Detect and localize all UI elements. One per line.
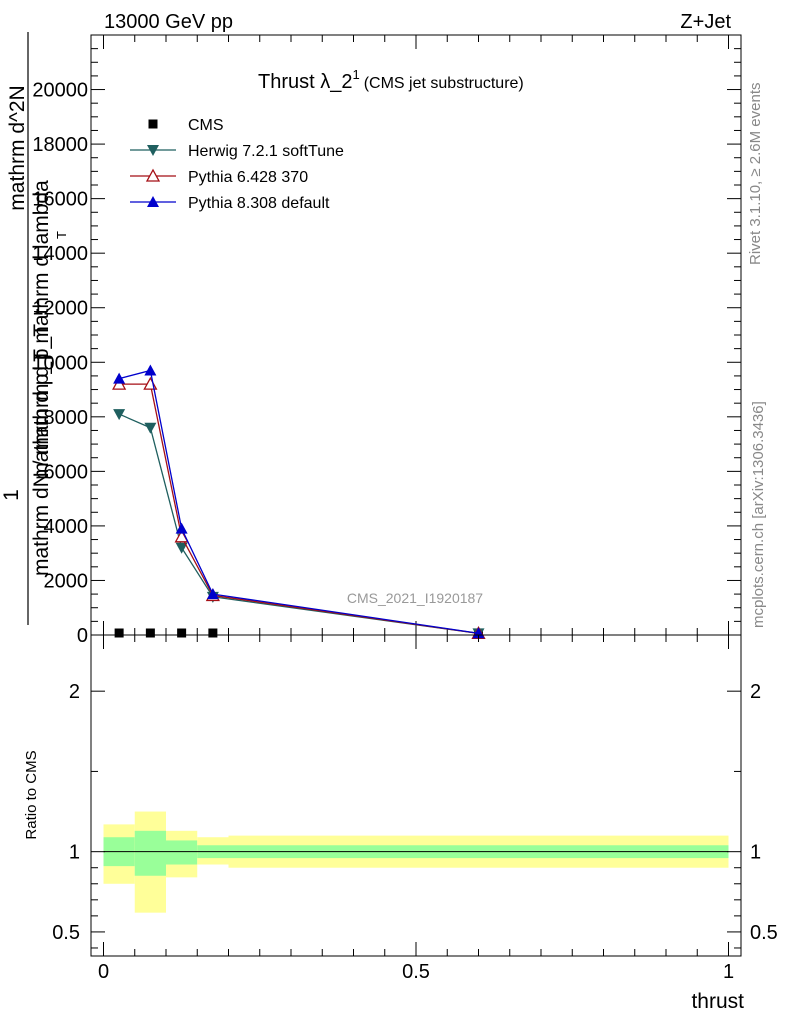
title-main: Thrust λ_2 bbox=[258, 71, 352, 93]
series-point-3 bbox=[144, 364, 157, 376]
ratio-x-tick-label: 0 bbox=[98, 961, 109, 983]
ratio-x-tick-label: 0.5 bbox=[402, 961, 430, 983]
mcplots-label: mcplots.cern.ch [arXiv:1306.3436] bbox=[750, 401, 767, 628]
main-y-tick-label: 20000 bbox=[32, 80, 88, 102]
ratio-frame bbox=[90, 634, 742, 957]
series-point-3 bbox=[113, 372, 126, 384]
main-panel: 0 2000 4000 6000 8000 10000 12000 14000 16000 180… bbox=[32, 34, 742, 647]
main-y-tick-label: 8000 bbox=[44, 407, 89, 429]
main-y-tick-label: 4000 bbox=[44, 516, 89, 538]
series-point-0 bbox=[145, 628, 155, 638]
ratio-y-tick-label-right: 0.5 bbox=[750, 922, 778, 944]
ylabel-subscript-t: T bbox=[54, 231, 69, 239]
main-y-tick-label: 12000 bbox=[32, 298, 88, 320]
ratio-y-tick-label: 0.5 bbox=[52, 922, 80, 944]
ratio-band-green bbox=[134, 830, 166, 876]
rivet-label: Rivet 3.1.10, ≥ 2.6M events bbox=[747, 83, 764, 266]
main-y-tick-label: 18000 bbox=[32, 134, 88, 156]
title-sub: (CMS jet substructure) bbox=[364, 75, 524, 92]
series-point-1 bbox=[113, 409, 126, 421]
legend: CMS Herwig 7.2.1 softTune Pythia 6.428 370… bbox=[130, 117, 344, 212]
ylabel-denominator-line2: mathrm d p_T mathrm d lambda bbox=[30, 180, 53, 480]
ratio-panel: 0.5 0.51 12 2 0 0.5 1 Ratio to CMS bbox=[23, 634, 778, 983]
legend-marker bbox=[147, 196, 159, 207]
ratio-y-tick-label-right: 1 bbox=[750, 842, 761, 864]
ratio-y-label: Ratio to CMS bbox=[23, 750, 40, 839]
legend-label: CMS bbox=[188, 117, 224, 134]
header-right: Z+Jet bbox=[680, 11, 731, 33]
chart-title: Thrust λ_21 (CMS jet substructure) bbox=[258, 67, 524, 93]
series-point-0 bbox=[177, 628, 187, 638]
ratio-y-tick-label-right: 2 bbox=[750, 681, 761, 703]
ratio-bands bbox=[103, 811, 729, 913]
main-y-tick-label: 0 bbox=[77, 625, 88, 647]
series-point-1 bbox=[144, 422, 157, 434]
ratio-y-tick-label: 2 bbox=[69, 681, 80, 703]
legend-marker bbox=[147, 145, 159, 156]
main-series bbox=[112, 364, 486, 640]
legend-label: Herwig 7.2.1 softTune bbox=[188, 143, 344, 160]
ylabel-numerator: 1 bbox=[0, 489, 23, 501]
legend-label: Pythia 8.308 default bbox=[188, 195, 330, 212]
series-point-1 bbox=[175, 542, 188, 554]
ratio-y-tick-label: 1 bbox=[69, 842, 80, 864]
x-axis-label: thrust bbox=[691, 990, 744, 1013]
ratio-x-tick-label: 1 bbox=[723, 961, 734, 983]
main-x-ticks bbox=[103, 35, 729, 635]
ratio-x-ticks: 0 0.5 1 bbox=[98, 635, 734, 983]
main-y-ticks: 0 2000 4000 6000 8000 10000 12000 14000 16000 180… bbox=[32, 48, 741, 647]
series-point-0 bbox=[114, 628, 124, 638]
main-y-tick-label: 10000 bbox=[32, 352, 88, 374]
main-y-tick-label: 14000 bbox=[32, 243, 88, 265]
ylabel-denominator-top: mathrm d^2N bbox=[6, 85, 29, 210]
series-point-3 bbox=[206, 588, 219, 600]
main-y-tick-label: 2000 bbox=[44, 570, 89, 592]
ylabel-denominator-line1: mathrm dN / mathrm d p_T bbox=[30, 324, 53, 576]
legend-marker bbox=[148, 119, 158, 129]
watermark: CMS_2021_I1920187 bbox=[347, 590, 483, 606]
main-y-tick-label: 6000 bbox=[44, 461, 89, 483]
legend-label: Pythia 6.428 370 bbox=[188, 169, 308, 186]
series-point-3 bbox=[175, 522, 188, 534]
title-sup: 1 bbox=[352, 67, 359, 82]
legend-marker bbox=[145, 168, 161, 182]
ratio-y-ticks: 0.5 0.5 1 1 2 2 bbox=[52, 681, 778, 949]
main-y-tick-label: 16000 bbox=[32, 189, 88, 211]
y-axis-label: 1 mathrm d^2N mathrm dN / mathrm d p_T m… bbox=[0, 32, 69, 625]
ratio-band-green bbox=[166, 840, 198, 865]
series-point-0 bbox=[208, 628, 218, 638]
header-left: 13000 GeV pp bbox=[104, 11, 233, 33]
